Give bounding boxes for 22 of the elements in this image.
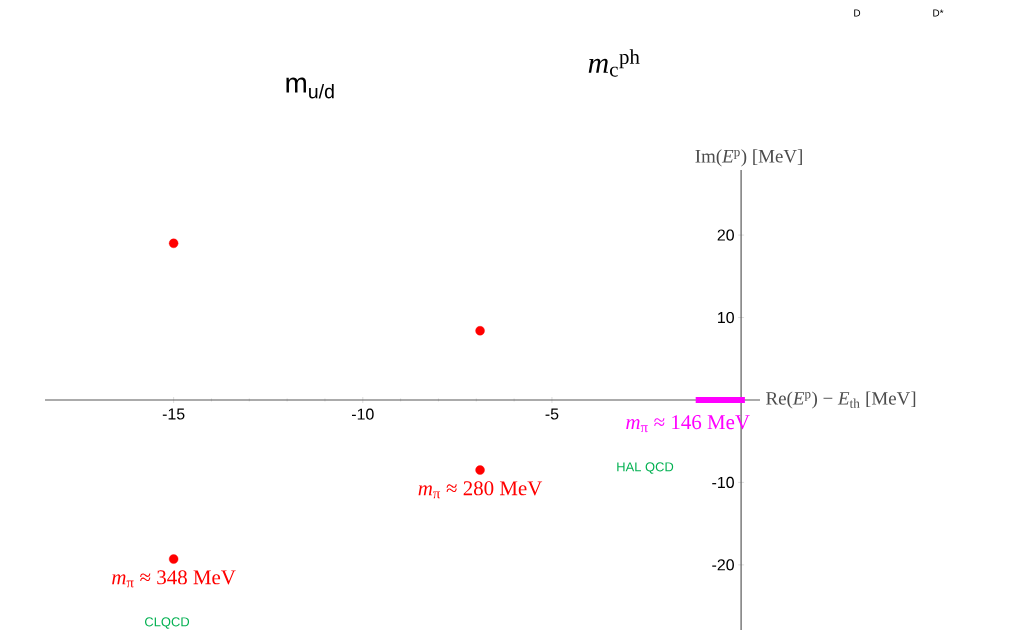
y-tick-label: -10 [712, 476, 734, 489]
point [168, 554, 179, 564]
x-axis-title: Re(E$^{p}$) − E$_{th}$ [MeV] [766, 391, 916, 409]
y-axis-title: Im(E$^{p}$) [MeV] [695, 149, 802, 167]
text: m$_{c}$ph [588, 49, 640, 77]
text: D [854, 9, 861, 17]
point [168, 238, 179, 249]
y-tick-label: 10 [718, 311, 734, 324]
y-tick-label: 20 [717, 229, 734, 241]
annotation: CLQCD [145, 617, 190, 629]
text: D* [933, 9, 944, 17]
text: m$_{u/d}$ [286, 77, 334, 99]
point [475, 326, 485, 336]
annotation: m$_{π}$ ≈ 348 MeV [112, 570, 236, 588]
x-tick-label: -5 [545, 408, 559, 420]
annotation: HAL QCD [617, 462, 674, 474]
x-tick-label: -15 [162, 408, 185, 420]
y-tick-label: -20 [712, 559, 734, 571]
point [475, 465, 485, 475]
annotation: m$_{π}$ ≈ 280 MeV [418, 481, 543, 499]
annotation: m$_{π}$ ≈ 146 MeV [626, 415, 750, 433]
x-tick-label: -10 [351, 408, 374, 420]
